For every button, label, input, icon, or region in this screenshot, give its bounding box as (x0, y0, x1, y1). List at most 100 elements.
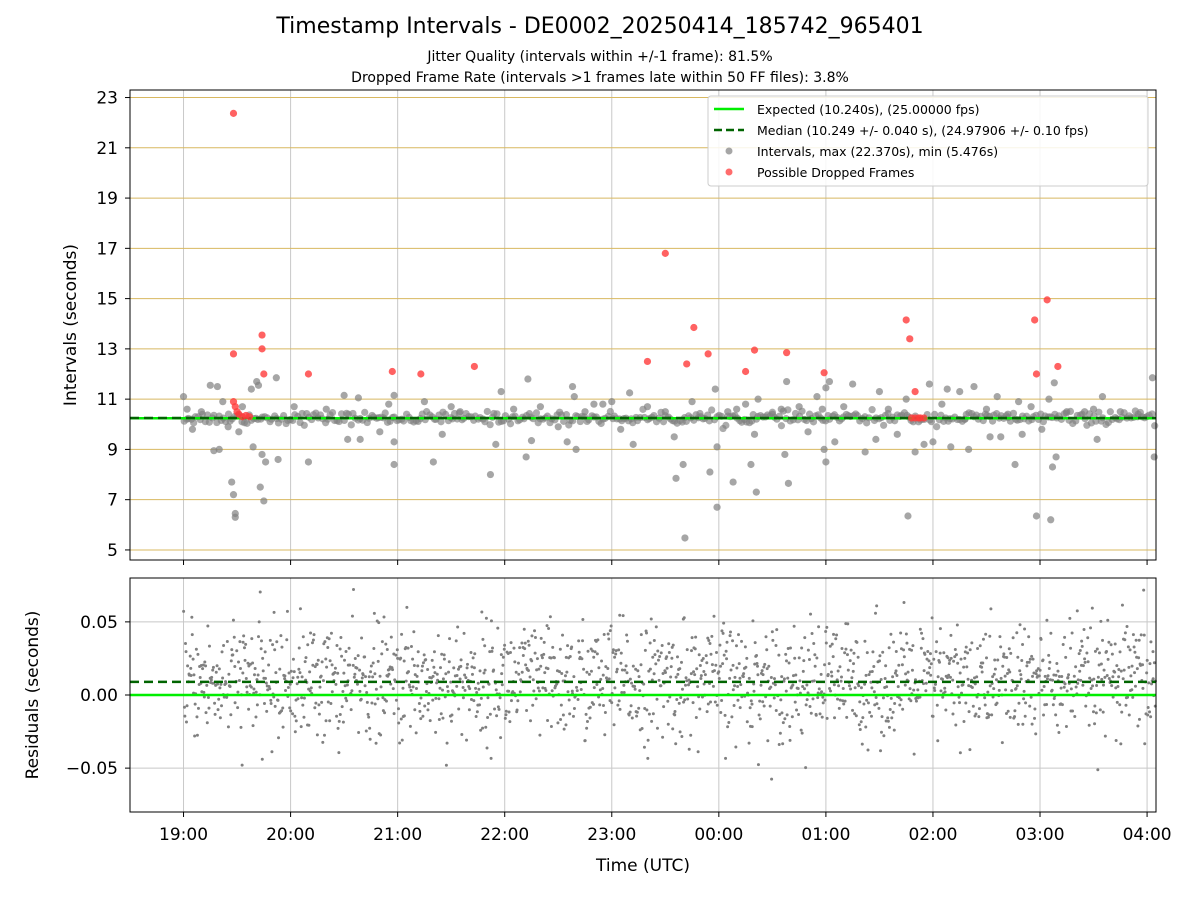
residual-point (685, 648, 689, 652)
residual-point (561, 713, 565, 717)
residual-point (657, 678, 661, 682)
residual-point (782, 679, 786, 683)
residual-point (387, 672, 391, 676)
interval-point (238, 403, 247, 411)
residual-point (797, 712, 801, 716)
residual-point (1022, 697, 1026, 701)
residual-point (698, 707, 702, 711)
residual-point (545, 624, 549, 628)
residual-point (508, 720, 512, 724)
bottom-y-tick-label: 0.05 (80, 613, 118, 633)
residual-point (442, 657, 446, 661)
residual-point (781, 742, 785, 746)
residual-point (862, 702, 866, 706)
residual-point (350, 689, 354, 693)
residual-point (740, 639, 744, 643)
residual-point (295, 682, 299, 686)
residual-point (1007, 668, 1011, 672)
residual-point (1063, 682, 1067, 686)
residual-point (859, 686, 863, 690)
residual-point (463, 673, 467, 677)
residual-point (666, 699, 670, 703)
residual-point (818, 712, 822, 716)
residual-point (210, 675, 214, 679)
residual-point (536, 686, 540, 690)
residual-point (643, 648, 647, 652)
residual-point (1006, 709, 1010, 713)
residual-point (251, 661, 255, 665)
residual-point (564, 655, 568, 659)
interval-point (752, 488, 760, 496)
residual-point (985, 656, 989, 660)
residual-point (499, 653, 503, 657)
residual-point (1105, 673, 1109, 677)
residual-point (669, 665, 673, 669)
residual-point (461, 696, 465, 700)
residual-point (1093, 722, 1097, 726)
residual-point (562, 727, 566, 731)
residual-point (863, 639, 867, 643)
residual-point (461, 680, 465, 684)
residual-point (1095, 684, 1099, 688)
residual-point (192, 673, 196, 677)
residual-point (786, 647, 790, 651)
residual-point (474, 686, 478, 690)
residual-point (953, 648, 957, 652)
residual-point (255, 703, 259, 707)
residual-point (568, 712, 572, 716)
residual-point (881, 696, 885, 700)
residual-point (367, 675, 371, 679)
residual-point (220, 704, 224, 708)
residual-point (1077, 652, 1081, 656)
interval-point (904, 512, 912, 520)
residual-point (551, 645, 555, 649)
residual-point (526, 639, 530, 643)
residual-point (268, 638, 272, 642)
residual-point (804, 766, 808, 770)
residual-point (762, 704, 766, 708)
residual-point (837, 706, 841, 710)
residual-point (1007, 647, 1011, 651)
residual-point (357, 731, 361, 735)
interval-point (385, 400, 393, 408)
residual-point (752, 682, 756, 686)
interval-point (235, 428, 243, 436)
residual-point (785, 713, 789, 717)
residual-point (1126, 695, 1130, 699)
legend-box (707, 95, 1149, 187)
residual-point (693, 673, 697, 677)
residual-point (891, 675, 895, 679)
residual-point (206, 624, 210, 628)
residual-point (280, 709, 284, 713)
residual-point (682, 700, 686, 704)
interval-point (711, 385, 719, 393)
residual-point (1113, 642, 1117, 646)
interval-point (781, 450, 789, 459)
residual-point (954, 723, 958, 727)
residual-point (706, 636, 710, 640)
residual-point (757, 713, 761, 717)
residual-point (1042, 713, 1046, 717)
residual-point (391, 668, 395, 672)
residual-point (995, 701, 999, 705)
residual-point (229, 713, 233, 717)
residual-point (371, 661, 375, 665)
residual-point (898, 703, 902, 707)
residual-point (432, 650, 436, 654)
residual-point (1048, 660, 1052, 664)
dropped-frame-point (690, 323, 698, 332)
interval-point (272, 374, 280, 382)
residual-point (661, 672, 665, 676)
residual-point (1054, 713, 1058, 717)
residual-point (616, 703, 620, 707)
residual-point (291, 676, 295, 680)
interval-point (822, 384, 830, 392)
residual-point (592, 655, 596, 659)
residual-point (330, 663, 334, 667)
interval-point (229, 491, 238, 499)
residual-point (707, 638, 711, 642)
residual-point (1003, 674, 1007, 678)
residual-point (539, 636, 543, 640)
residual-point (302, 696, 306, 700)
residual-point (279, 634, 283, 638)
